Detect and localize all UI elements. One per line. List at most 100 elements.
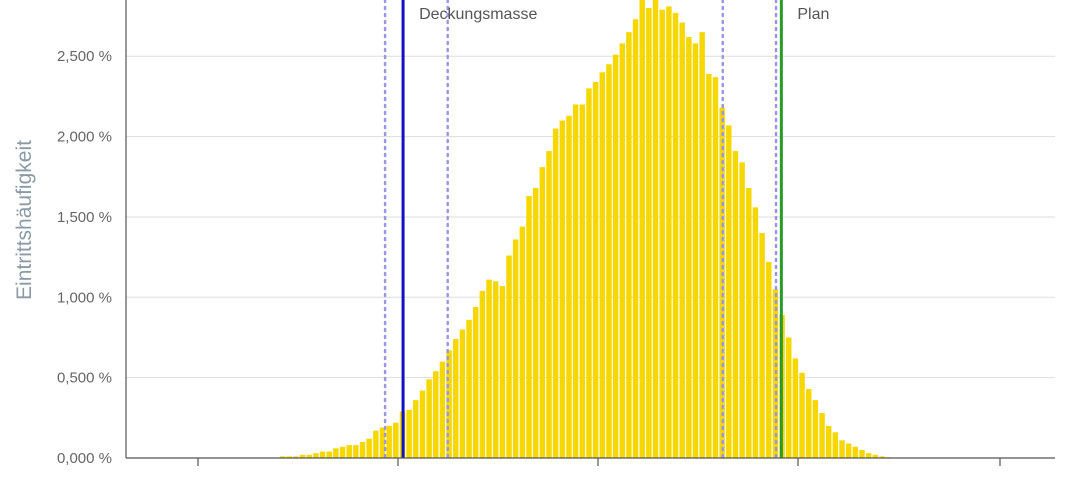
histogram-bar	[806, 388, 812, 458]
histogram-bar	[552, 128, 559, 458]
reference-line-label: Deckungsmasse	[419, 6, 537, 23]
histogram-bar	[299, 454, 306, 458]
histogram-bar	[599, 72, 605, 458]
histogram-bar	[293, 456, 299, 458]
histogram-bar	[726, 125, 732, 458]
reference-lines	[383, 0, 783, 460]
histogram-bar	[413, 400, 419, 458]
histogram-bars	[279, 0, 892, 459]
histogram-bar	[439, 361, 446, 458]
y-tick-labels: 0,000 % 0,500 % 1,000 % 1,500 % 2,000 % 2,500…	[57, 48, 112, 467]
histogram-bar	[333, 448, 339, 458]
reference-line-label: Plan	[797, 6, 829, 23]
histogram-bar	[852, 446, 859, 458]
histogram-bar	[279, 456, 286, 458]
histogram-bar	[639, 0, 645, 459]
histogram-bar	[319, 451, 326, 458]
histogram-bar	[539, 167, 546, 458]
histogram-bar	[426, 379, 432, 458]
histogram-bar	[366, 438, 372, 458]
histogram-bar	[406, 409, 412, 458]
histogram-bar	[739, 162, 745, 458]
histogram-bar	[792, 358, 799, 458]
histogram-bar	[766, 261, 772, 458]
histogram-bar	[306, 454, 312, 458]
histogram-bar	[393, 422, 399, 458]
histogram-bar	[386, 425, 392, 458]
histogram-bar	[659, 9, 665, 458]
histogram-bar	[286, 456, 292, 458]
histogram-bar	[466, 319, 472, 458]
histogram-bar	[672, 12, 679, 459]
histogram-bar	[619, 43, 625, 458]
histogram-bar	[373, 430, 379, 458]
histogram-bar	[579, 104, 586, 459]
histogram-bar	[566, 115, 572, 459]
histogram-bar	[419, 390, 426, 458]
histogram-bar	[839, 440, 845, 458]
histogram-bar	[572, 104, 579, 459]
histogram-bar	[586, 88, 592, 458]
histogram-bar	[879, 456, 885, 458]
histogram-bar	[433, 371, 439, 458]
y-tick-label: 0,000 %	[57, 450, 112, 467]
y-axis-label: Eintrittshäufigkeit	[13, 140, 36, 300]
histogram-bar	[692, 43, 699, 458]
histogram-bar	[819, 413, 825, 458]
histogram-bar	[512, 239, 519, 458]
axes	[125, 0, 1055, 466]
reference-line-labels: Deckungsmasse Plan	[419, 6, 829, 23]
histogram-bar	[626, 32, 632, 458]
histogram-bar	[706, 73, 712, 459]
histogram-bar	[486, 279, 492, 458]
histogram-bar	[872, 454, 879, 458]
histogram-bar	[712, 77, 719, 458]
histogram-bar	[339, 446, 346, 458]
histogram-bar	[353, 445, 359, 458]
histogram-bar	[453, 339, 459, 458]
histogram-bar	[506, 255, 512, 458]
histogram-bar	[632, 19, 639, 459]
y-tick-label: 2,000 %	[57, 129, 112, 146]
histogram-bar	[825, 425, 832, 458]
histogram-bar	[559, 120, 566, 458]
y-tick-label: 2,500 %	[57, 48, 112, 65]
histogram-bar	[519, 226, 526, 458]
histogram-bar	[752, 207, 759, 458]
histogram-bar	[845, 443, 852, 458]
histogram-bar	[379, 427, 386, 458]
histogram-bar	[865, 453, 872, 458]
histogram-bar	[832, 432, 839, 458]
histogram-bar	[532, 188, 539, 458]
histogram-bar	[679, 22, 685, 458]
histogram-bar	[646, 8, 652, 458]
histogram-bar	[746, 188, 752, 458]
histogram-bar	[499, 286, 506, 458]
histogram-bar	[492, 281, 499, 458]
histogram-bar	[786, 337, 792, 458]
histogram-bar	[606, 64, 612, 458]
histogram-bar	[812, 400, 819, 458]
y-tick-label: 1,000 %	[57, 289, 112, 306]
histogram-bar	[699, 32, 705, 458]
histogram-bar	[859, 449, 865, 458]
histogram-bar	[473, 306, 479, 458]
histogram-bar	[446, 350, 452, 458]
histogram-bar	[326, 451, 332, 458]
histogram-bar	[346, 445, 352, 458]
histogram-bar	[652, 0, 659, 458]
y-tick-label: 1,500 %	[57, 209, 112, 226]
histogram-bar	[732, 151, 739, 458]
histogram-bar	[759, 233, 765, 458]
histogram-bar	[313, 453, 319, 458]
histogram-bar	[359, 441, 366, 458]
histogram-bar	[479, 290, 486, 458]
histogram-bar	[546, 151, 552, 458]
y-tick-label: 0,500 %	[57, 370, 112, 387]
histogram-bar	[459, 329, 466, 458]
histogram-bar	[666, 6, 672, 459]
histogram-bar	[526, 196, 532, 458]
histogram-bar	[612, 54, 619, 458]
histogram-bar	[799, 372, 805, 458]
